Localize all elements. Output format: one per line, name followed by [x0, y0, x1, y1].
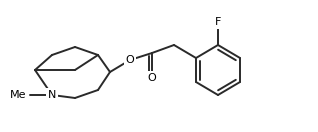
Text: Me: Me [10, 90, 26, 100]
Text: F: F [215, 17, 221, 27]
Text: N: N [48, 90, 56, 100]
Text: O: O [126, 55, 135, 65]
Text: O: O [148, 73, 156, 83]
